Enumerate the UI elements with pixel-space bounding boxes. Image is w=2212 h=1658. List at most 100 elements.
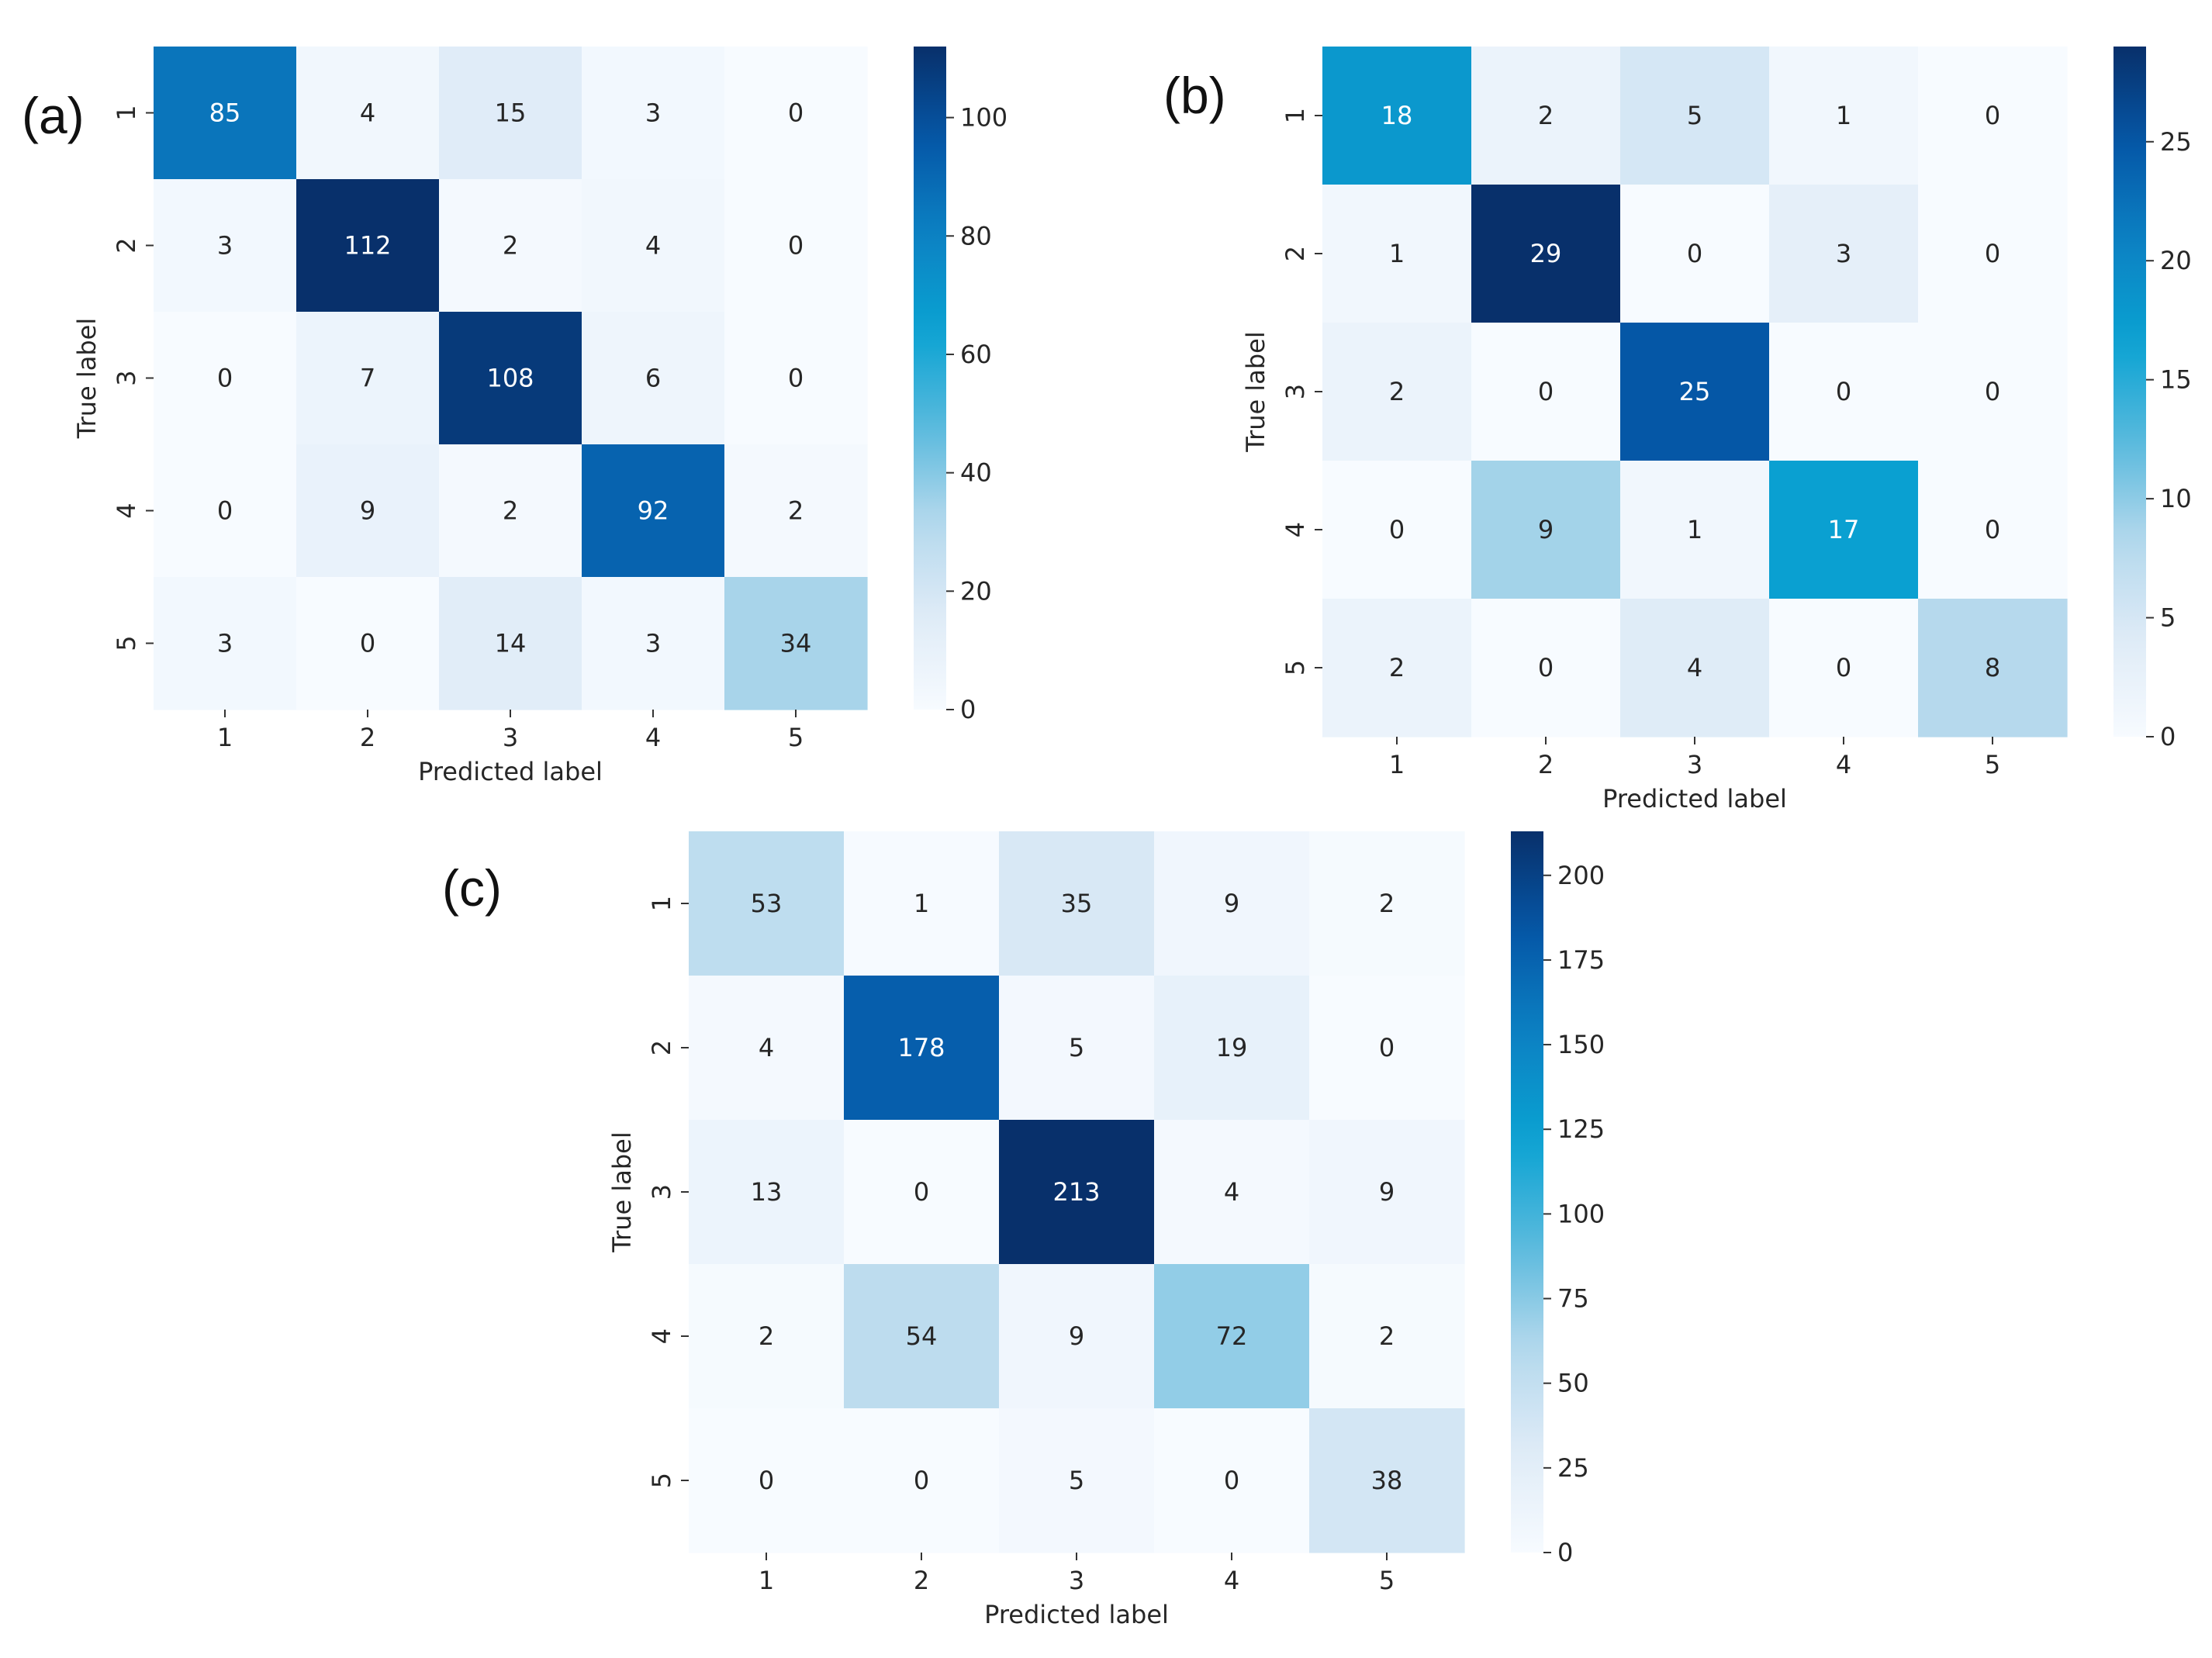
colorbar-tick-label: 60 xyxy=(960,340,992,369)
colorbar-tick-label: 15 xyxy=(2160,365,2192,395)
heatmap-cell xyxy=(844,1264,1000,1409)
y-tick-label: 4 xyxy=(112,503,141,518)
cell-value-label: 0 xyxy=(1985,101,2000,130)
heatmap-cell xyxy=(1471,47,1621,185)
heatmap-cell xyxy=(1620,461,1770,599)
cell-value-label: 3 xyxy=(645,629,661,658)
cell-value-label: 4 xyxy=(360,98,375,128)
heatmap-cell xyxy=(999,976,1155,1121)
panel-label: (b) xyxy=(1163,67,1226,124)
cell-value-label: 0 xyxy=(1224,1466,1239,1495)
x-tick-label: 2 xyxy=(914,1566,929,1595)
cell-value-label: 4 xyxy=(759,1033,774,1062)
heatmap-cell xyxy=(1918,47,2068,185)
heatmap-cell xyxy=(1918,599,2068,737)
cell-value-label: 108 xyxy=(486,364,534,393)
x-tick-label: 4 xyxy=(1224,1566,1239,1595)
cell-value-label: 4 xyxy=(1224,1177,1239,1207)
cell-value-label: 72 xyxy=(1216,1321,1248,1351)
heatmap-cell xyxy=(439,577,582,710)
heatmap-cell xyxy=(1154,976,1310,1121)
colorbar-tick-label: 100 xyxy=(1557,1199,1605,1228)
colorbar-tick-label: 20 xyxy=(2160,246,2192,275)
heatmap-cell xyxy=(582,577,725,710)
heatmap-cell xyxy=(1154,1408,1310,1553)
y-tick-label: 1 xyxy=(112,105,141,120)
heatmap-cell xyxy=(1309,1264,1465,1409)
x-tick-label: 4 xyxy=(1836,750,1851,779)
colorbar-tick-label: 75 xyxy=(1557,1284,1589,1314)
cell-value-label: 2 xyxy=(503,496,518,526)
colorbar-tick-label: 0 xyxy=(2160,722,2176,751)
cell-value-label: 38 xyxy=(1371,1466,1403,1495)
heatmap-cell xyxy=(1620,47,1770,185)
cell-value-label: 0 xyxy=(1538,653,1554,682)
heatmap-cell xyxy=(1471,323,1621,461)
y-tick-label: 2 xyxy=(647,1040,676,1055)
cell-value-label: 53 xyxy=(751,889,783,918)
cell-value-label: 0 xyxy=(788,231,804,261)
heatmap-cell xyxy=(1620,323,1770,461)
heatmap-cell xyxy=(999,1120,1155,1265)
cell-value-label: 0 xyxy=(1379,1033,1395,1062)
heatmap-cell xyxy=(1918,461,2068,599)
x-tick-label: 3 xyxy=(503,723,518,752)
colorbar-tick-label: 0 xyxy=(1557,1538,1573,1567)
cell-value-label: 6 xyxy=(645,364,661,393)
cell-value-label: 2 xyxy=(1538,101,1554,130)
cell-value-label: 178 xyxy=(897,1033,945,1062)
cell-value-label: 25 xyxy=(1679,377,1711,406)
x-tick-label: 5 xyxy=(1985,750,2000,779)
confusion-matrix-panel-c: (c) 53 1 35 9 24 178 5 19 013 0 213 4 92 54 9 72 20 0 5 0 381… xyxy=(442,831,1605,1629)
y-tick-label: 1 xyxy=(647,896,676,911)
cell-value-label: 2 xyxy=(1379,889,1395,918)
cell-value-label: 85 xyxy=(209,98,241,128)
confusion-matrix-panel-b: (b) 18 2 5 1 01 29 0 3 02 0 25 0 00 9 1 17 02 0 4 0 81 2 3 4 5123… xyxy=(1163,47,2192,813)
cell-value-label: 3 xyxy=(217,629,233,658)
colorbar-tick-label: 50 xyxy=(1557,1369,1589,1398)
cell-value-label: 0 xyxy=(914,1177,929,1207)
cell-value-label: 35 xyxy=(1061,889,1093,918)
cell-value-label: 1 xyxy=(914,889,929,918)
cell-value-label: 213 xyxy=(1052,1177,1100,1207)
y-tick-label: 2 xyxy=(112,237,141,253)
cell-value-label: 2 xyxy=(759,1321,774,1351)
heatmap-cell xyxy=(1322,599,1472,737)
heatmap-cell xyxy=(1471,185,1621,323)
cell-value-label: 2 xyxy=(503,231,518,261)
cell-value-label: 1 xyxy=(1836,101,1851,130)
cell-value-label: 9 xyxy=(1069,1321,1084,1351)
heatmap-cell xyxy=(154,577,297,710)
y-tick-label: 1 xyxy=(1281,108,1310,123)
cell-value-label: 0 xyxy=(1836,377,1851,406)
heatmap-cell xyxy=(1322,461,1472,599)
heatmap-cell xyxy=(724,179,868,313)
heatmap-cell xyxy=(1769,461,1919,599)
colorbar-tick-label: 0 xyxy=(960,695,976,724)
x-tick-label: 1 xyxy=(1389,750,1405,779)
heatmap-cell xyxy=(689,1264,845,1409)
cell-value-label: 9 xyxy=(1224,889,1239,918)
heatmap-cell xyxy=(689,1408,845,1553)
cell-value-label: 5 xyxy=(1069,1466,1084,1495)
heatmap-cell xyxy=(1322,185,1472,323)
colorbar-tick-label: 175 xyxy=(1557,945,1605,975)
cell-value-label: 0 xyxy=(217,496,233,526)
heatmap-cell xyxy=(582,179,725,313)
heatmap-cell xyxy=(689,976,845,1121)
heatmap-cell xyxy=(844,831,1000,976)
cell-value-label: 4 xyxy=(645,231,661,261)
cell-value-label: 0 xyxy=(1985,239,2000,268)
cell-value-label: 5 xyxy=(1069,1033,1084,1062)
heatmap-cell xyxy=(1309,1120,1465,1265)
heatmap-cell xyxy=(689,1120,845,1265)
heatmap-cell xyxy=(1769,599,1919,737)
colorbar-tick-label: 200 xyxy=(1557,861,1605,890)
cell-value-label: 0 xyxy=(788,98,804,128)
heatmap-cell xyxy=(1471,461,1621,599)
heatmap-cell xyxy=(582,47,725,180)
y-tick-label: 5 xyxy=(112,635,141,651)
y-tick-label: 3 xyxy=(647,1184,676,1200)
heatmap-cell xyxy=(999,831,1155,976)
x-tick-label: 5 xyxy=(788,723,804,752)
